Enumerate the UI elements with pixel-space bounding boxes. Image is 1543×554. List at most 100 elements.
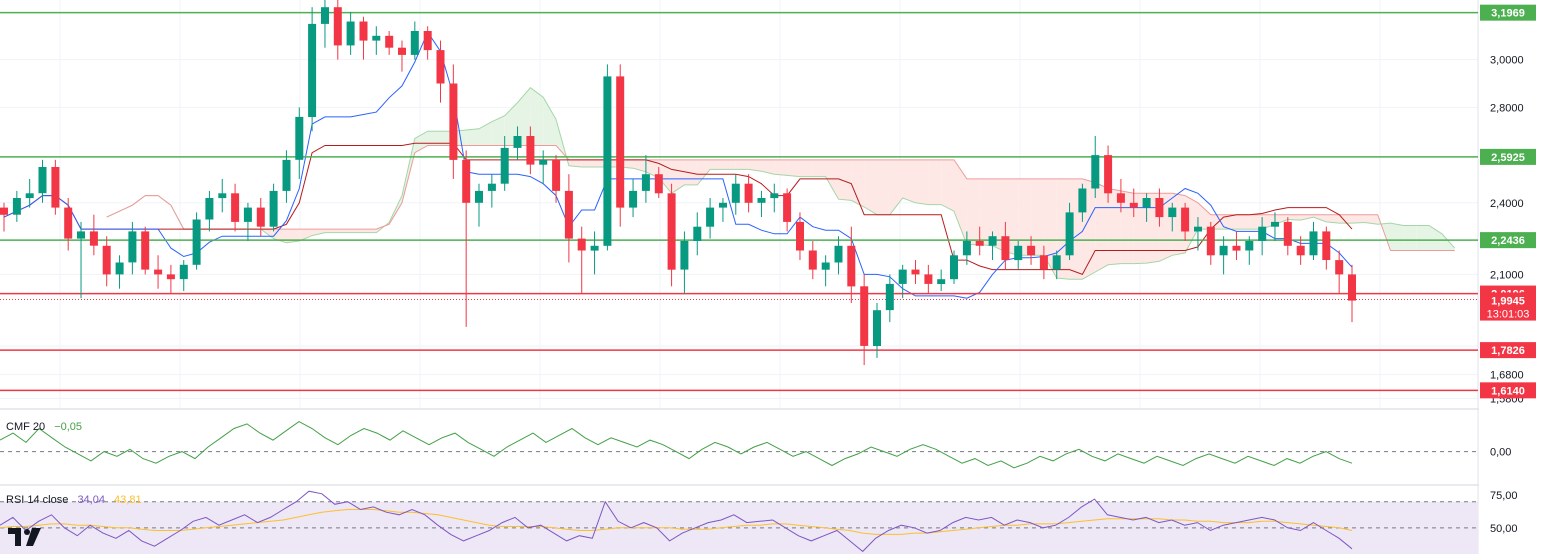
candle-body[interactable] (1001, 236, 1010, 261)
candle-body[interactable] (962, 241, 971, 256)
candle-body[interactable] (256, 207, 265, 227)
candle-body[interactable] (590, 245, 599, 251)
candle-body[interactable] (1052, 255, 1061, 270)
level-tag[interactable] (1480, 382, 1536, 399)
candle-body[interactable] (166, 274, 175, 280)
candle-body[interactable] (1065, 212, 1074, 256)
candle-body[interactable] (1335, 260, 1344, 275)
candle-body[interactable] (693, 226, 702, 241)
candle-body[interactable] (706, 207, 715, 227)
candle-body[interactable] (128, 231, 137, 263)
candle-body[interactable] (654, 174, 663, 194)
candle-body[interactable] (641, 174, 650, 191)
candle-body[interactable] (77, 231, 85, 239)
rsi-legend[interactable]: RSI 14 close 34,04 43,81 (6, 494, 148, 506)
candle-body[interactable] (346, 21, 355, 46)
candle-body[interactable] (924, 274, 933, 284)
candle-body[interactable] (564, 190, 573, 239)
candle-body[interactable] (1206, 226, 1215, 256)
candle-body[interactable] (51, 167, 60, 208)
candle-body[interactable] (1348, 274, 1356, 301)
candle-body[interactable] (885, 283, 894, 311)
candle-body[interactable] (513, 136, 522, 148)
candle-body[interactable] (410, 31, 419, 55)
candle-body[interactable] (269, 190, 278, 227)
candle-body[interactable] (1091, 155, 1100, 189)
candle-body[interactable] (988, 236, 997, 246)
candle-body[interactable] (1283, 221, 1292, 246)
candle-body[interactable] (950, 255, 958, 280)
candle-body[interactable] (680, 241, 689, 270)
candle-body[interactable] (719, 202, 727, 208)
tradingview-logo-icon[interactable] (8, 526, 42, 548)
candle-body[interactable] (1181, 207, 1190, 232)
candle-body[interactable] (500, 147, 509, 184)
candle-body[interactable] (937, 279, 946, 284)
candle-body[interactable] (911, 269, 920, 275)
candle-body[interactable] (372, 35, 381, 41)
candle-body[interactable] (333, 7, 342, 46)
candle-body[interactable] (667, 193, 676, 270)
candle-body[interactable] (487, 183, 496, 191)
candle-body[interactable] (796, 221, 804, 251)
candle-body[interactable] (141, 231, 150, 270)
candle-body[interactable] (1322, 231, 1331, 260)
candle-body[interactable] (1194, 226, 1202, 232)
candle-body[interactable] (1014, 245, 1023, 261)
candle-body[interactable] (783, 193, 792, 222)
candle-body[interactable] (526, 136, 535, 165)
cmf-legend[interactable]: CMF 20 −0,05 (6, 421, 88, 433)
level-tag[interactable] (1480, 4, 1536, 21)
candle-body[interactable] (475, 190, 483, 203)
candle-body[interactable] (1078, 188, 1087, 213)
candle-body[interactable] (616, 76, 625, 208)
price-axis[interactable]: 3,00002,80002,40002,10001,80001,68001,58… (1479, 0, 1543, 554)
candle-body[interactable] (808, 250, 817, 270)
candle-body[interactable] (359, 21, 368, 41)
candle-body[interactable] (1296, 245, 1305, 256)
candle-body[interactable] (462, 159, 471, 203)
level-tag[interactable] (1480, 342, 1536, 359)
level-tag[interactable] (1480, 148, 1536, 165)
candle-body[interactable] (385, 35, 394, 48)
candle-body[interactable] (1104, 155, 1113, 194)
candle-body[interactable] (0, 207, 8, 215)
candle-body[interactable] (975, 241, 984, 246)
candle-body[interactable] (218, 193, 227, 199)
candle-body[interactable] (744, 183, 753, 203)
candle-body[interactable] (552, 159, 561, 191)
candle-body[interactable] (102, 245, 111, 275)
candle-body[interactable] (89, 231, 98, 246)
candles[interactable] (0, 0, 1356, 366)
candle-body[interactable] (436, 50, 445, 84)
candle-body[interactable] (1271, 221, 1279, 227)
candle-body[interactable] (1027, 245, 1036, 256)
candle-body[interactable] (38, 167, 47, 194)
candle-body[interactable] (898, 269, 907, 284)
candle-body[interactable] (1245, 241, 1254, 251)
candle-body[interactable] (231, 193, 240, 222)
candle-body[interactable] (1116, 193, 1125, 203)
candle-body[interactable] (603, 76, 612, 246)
candle-body[interactable] (1129, 202, 1138, 208)
candle-body[interactable] (449, 83, 458, 160)
candle-body[interactable] (282, 159, 291, 191)
candle-body[interactable] (847, 245, 856, 287)
candle-body[interactable] (64, 207, 73, 239)
candle-body[interactable] (731, 183, 740, 203)
candle-body[interactable] (192, 219, 201, 265)
candle-body[interactable] (1309, 231, 1318, 256)
level-tag[interactable] (1480, 232, 1536, 249)
candle-body[interactable] (115, 262, 124, 275)
candle-body[interactable] (205, 198, 214, 220)
candle-body[interactable] (577, 238, 586, 251)
candle-body[interactable] (539, 159, 548, 165)
candle-body[interactable] (860, 286, 869, 346)
candle-body[interactable] (1168, 207, 1177, 218)
candle-body[interactable] (154, 269, 163, 275)
last-price-tag[interactable] (1480, 292, 1536, 321)
candle-body[interactable] (1142, 198, 1151, 208)
candle-body[interactable] (873, 310, 881, 346)
candle-body[interactable] (423, 31, 432, 51)
